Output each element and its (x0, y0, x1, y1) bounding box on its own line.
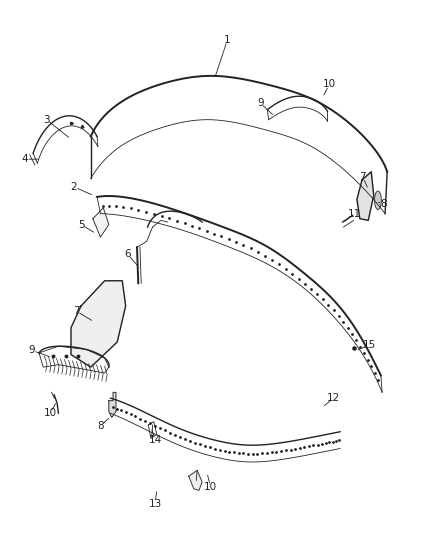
Text: 15: 15 (363, 340, 376, 350)
Text: 8: 8 (381, 199, 387, 208)
Polygon shape (189, 470, 202, 490)
Text: 5: 5 (78, 220, 85, 230)
Polygon shape (93, 208, 109, 237)
Polygon shape (71, 281, 126, 367)
Text: 7: 7 (73, 306, 79, 316)
Text: 1: 1 (224, 35, 231, 45)
Text: 11: 11 (348, 208, 361, 219)
Text: 14: 14 (148, 435, 162, 445)
Text: 2: 2 (71, 182, 77, 192)
Text: 6: 6 (124, 249, 131, 259)
Text: 10: 10 (43, 408, 57, 418)
Text: 10: 10 (204, 482, 217, 492)
Text: 9: 9 (28, 345, 35, 356)
Text: 10: 10 (323, 79, 336, 90)
Text: 7: 7 (360, 172, 366, 182)
Text: 8: 8 (97, 421, 104, 431)
Polygon shape (109, 392, 116, 417)
Polygon shape (357, 172, 374, 220)
Text: 13: 13 (148, 499, 162, 509)
Text: 3: 3 (43, 115, 50, 125)
Text: 9: 9 (257, 98, 264, 108)
Text: 4: 4 (21, 154, 28, 164)
Text: 12: 12 (327, 393, 340, 403)
Ellipse shape (374, 191, 381, 209)
